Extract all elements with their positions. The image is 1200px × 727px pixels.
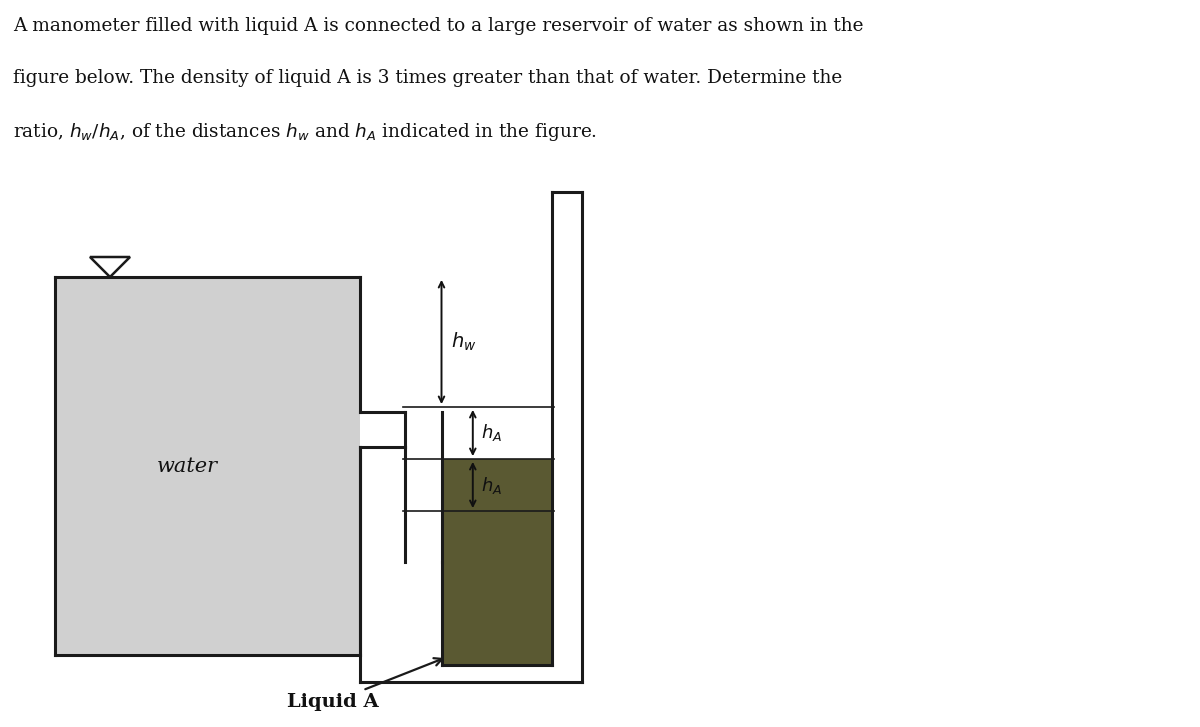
Bar [55,277,360,655]
Text: $h_A$: $h_A$ [481,422,502,443]
Bar [442,459,552,665]
Text: A manometer filled with liquid A is connected to a large reservoir of water as s: A manometer filled with liquid A is conn… [13,17,864,35]
Text: figure below. The density of liquid A is 3 times greater than that of water. Det: figure below. The density of liquid A is… [13,69,842,87]
Text: $h_w$: $h_w$ [451,331,478,353]
Text: $h_A$: $h_A$ [481,475,502,496]
Text: water: water [157,457,218,475]
Text: Liquid A: Liquid A [287,658,442,711]
Text: ratio, $h_w/h_A$, of the distances $h_w$ and $h_A$ indicated in the figure.: ratio, $h_w/h_A$, of the distances $h_w$… [13,121,598,143]
